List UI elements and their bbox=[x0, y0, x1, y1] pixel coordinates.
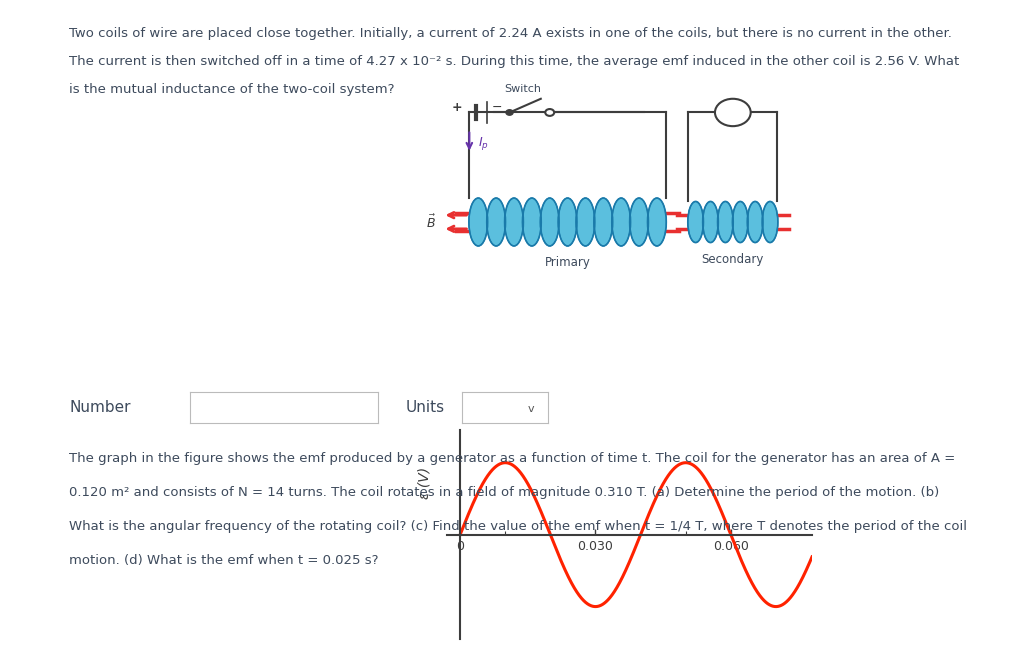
Text: Two coils of wire are placed close together. Initially, a current of 2.24 A exis: Two coils of wire are placed close toget… bbox=[69, 27, 952, 40]
Y-axis label: ε (V): ε (V) bbox=[418, 466, 432, 499]
Text: Secondary: Secondary bbox=[701, 253, 764, 266]
Ellipse shape bbox=[487, 198, 505, 246]
Text: −: − bbox=[491, 101, 502, 114]
Ellipse shape bbox=[523, 198, 541, 246]
Text: Units: Units bbox=[406, 400, 446, 415]
Text: $I_p$: $I_p$ bbox=[478, 135, 489, 152]
Text: $\vec{B}$: $\vec{B}$ bbox=[426, 213, 435, 231]
Text: +: + bbox=[452, 101, 463, 114]
Ellipse shape bbox=[612, 198, 630, 246]
Text: The current is then switched off in a time of 4.27 x 10⁻² s. During this time, t: The current is then switched off in a ti… bbox=[69, 55, 959, 68]
Circle shape bbox=[545, 109, 554, 116]
Ellipse shape bbox=[648, 198, 666, 246]
Ellipse shape bbox=[577, 198, 595, 246]
Ellipse shape bbox=[540, 198, 559, 246]
Text: motion. (d) What is the emf when t = 0.025 s?: motion. (d) What is the emf when t = 0.0… bbox=[69, 554, 379, 567]
Ellipse shape bbox=[504, 198, 524, 246]
Text: Primary: Primary bbox=[545, 256, 591, 269]
Text: The graph in the figure shows the emf produced by a generator as a function of t: The graph in the figure shows the emf pr… bbox=[69, 452, 955, 465]
Text: V: V bbox=[729, 106, 737, 119]
Text: Switch: Switch bbox=[504, 83, 541, 94]
Circle shape bbox=[715, 98, 751, 126]
Ellipse shape bbox=[733, 201, 748, 243]
Text: is the mutual inductance of the two-coil system?: is the mutual inductance of the two-coil… bbox=[69, 83, 395, 96]
Text: v: v bbox=[528, 404, 534, 414]
Circle shape bbox=[505, 110, 514, 115]
Ellipse shape bbox=[747, 201, 763, 243]
Text: i: i bbox=[176, 400, 182, 415]
Ellipse shape bbox=[558, 198, 577, 246]
Ellipse shape bbox=[469, 198, 487, 246]
Ellipse shape bbox=[688, 201, 703, 243]
Ellipse shape bbox=[594, 198, 613, 246]
Text: 0.120 m² and consists of N = 14 turns. The coil rotates in a field of magnitude : 0.120 m² and consists of N = 14 turns. T… bbox=[69, 486, 939, 499]
Ellipse shape bbox=[718, 201, 733, 243]
Ellipse shape bbox=[762, 201, 777, 243]
Text: Number: Number bbox=[69, 400, 131, 415]
Text: What is the angular frequency of the rotating coil? (c) Find the value of the em: What is the angular frequency of the rot… bbox=[69, 520, 967, 533]
Ellipse shape bbox=[702, 201, 719, 243]
Ellipse shape bbox=[629, 198, 649, 246]
